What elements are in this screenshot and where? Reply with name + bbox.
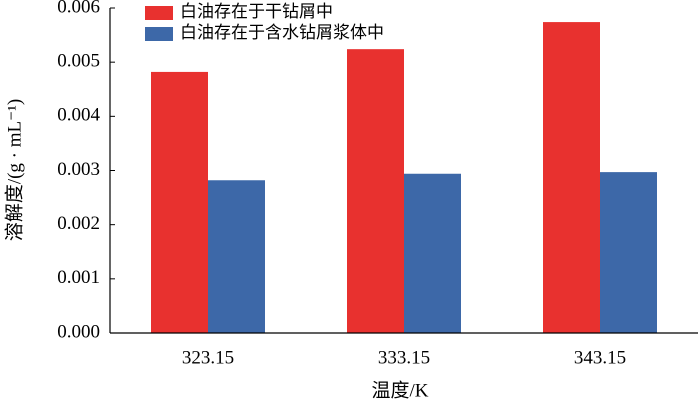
bar (208, 180, 265, 333)
y-tick-label: 0.003 (57, 159, 100, 180)
legend-label: 白油存在于干钻屑中 (180, 2, 333, 21)
y-axis-label: 溶解度/(g · mL⁻¹) (3, 99, 25, 241)
y-tick-label: 0.006 (57, 0, 100, 17)
legend-swatch (145, 6, 173, 20)
legend-swatch (145, 27, 173, 41)
bar (347, 49, 404, 334)
y-tick-label: 0.002 (57, 213, 100, 234)
y-tick-label: 0.004 (57, 105, 100, 126)
x-tick-label: 333.15 (378, 347, 430, 368)
y-tick-label: 0.005 (57, 51, 100, 72)
bar (543, 22, 600, 333)
x-tick-label: 323.15 (182, 347, 234, 368)
x-axis-label: 温度/K (371, 379, 428, 401)
y-tick-label: 0.000 (57, 321, 100, 342)
legend-label: 白油存在于含水钻屑浆体中 (180, 23, 384, 42)
bar (404, 173, 461, 333)
y-tick-label: 0.001 (57, 267, 100, 288)
bar (151, 71, 208, 334)
x-tick-label: 343.15 (574, 347, 626, 368)
bar (600, 172, 657, 333)
